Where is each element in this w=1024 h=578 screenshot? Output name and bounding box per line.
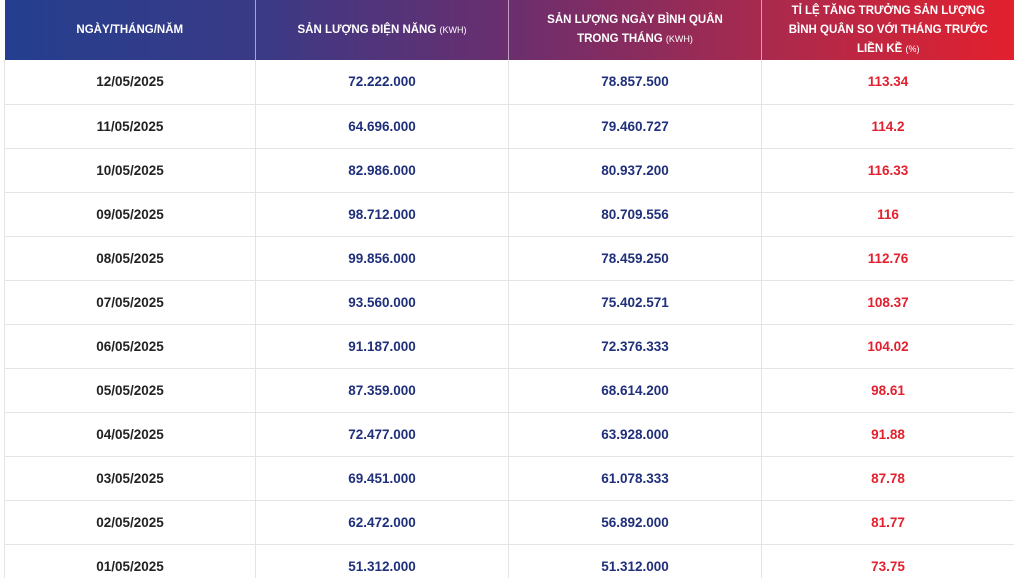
table-row: 09/05/2025 98.712.000 80.709.556 116 — [4, 192, 1014, 237]
cell-growth: 73.75 — [761, 544, 1014, 578]
cell-output: 93.560.000 — [255, 280, 509, 325]
table-row: 03/05/2025 69.451.000 61.078.333 87.78 — [4, 456, 1014, 501]
cell-output: 64.696.000 — [255, 104, 509, 149]
cell-output: 72.477.000 — [255, 412, 509, 457]
cell-growth: 116.33 — [761, 148, 1014, 193]
cell-average: 63.928.000 — [508, 412, 762, 457]
cell-date: 07/05/2025 — [4, 280, 256, 325]
cell-growth: 98.61 — [761, 368, 1014, 413]
cell-average: 78.857.500 — [508, 60, 762, 105]
header-average-label: SẢN LƯỢNG NGÀY BÌNH QUÂN TRONG THÁNG — [547, 14, 723, 45]
cell-date: 01/05/2025 — [4, 544, 256, 578]
table-row: 10/05/2025 82.986.000 80.937.200 116.33 — [4, 148, 1014, 193]
cell-average: 80.937.200 — [508, 148, 762, 193]
header-average: SẢN LƯỢNG NGÀY BÌNH QUÂN TRONG THÁNG (KW… — [508, 0, 762, 60]
cell-growth: 81.77 — [761, 500, 1014, 545]
table-row: 02/05/2025 62.472.000 56.892.000 81.77 — [4, 500, 1014, 545]
header-growth-label: TỈ LỆ TĂNG TRƯỞNG SẢN LƯỢNG BÌNH QUÂN SO… — [788, 4, 988, 55]
header-output-label: SẢN LƯỢNG ĐIỆN NĂNG — [297, 23, 437, 36]
cell-average: 61.078.333 — [508, 456, 762, 501]
cell-average: 75.402.571 — [508, 280, 762, 325]
header-growth-unit: (%) — [905, 43, 920, 54]
cell-date: 09/05/2025 — [4, 192, 256, 237]
table-row: 01/05/2025 51.312.000 51.312.000 73.75 — [4, 544, 1014, 578]
cell-growth: 112.76 — [761, 236, 1014, 281]
cell-date: 12/05/2025 — [4, 60, 256, 105]
cell-output: 69.451.000 — [255, 456, 509, 501]
cell-output: 91.187.000 — [255, 324, 509, 369]
table-row: 06/05/2025 91.187.000 72.376.333 104.02 — [4, 324, 1014, 369]
table-body: 12/05/2025 72.222.000 78.857.500 113.34 11/0… — [4, 60, 1014, 578]
cell-average: 79.460.727 — [508, 104, 762, 149]
cell-growth: 87.78 — [761, 456, 1014, 501]
cell-average: 51.312.000 — [508, 544, 762, 578]
energy-output-table: NGÀY/THÁNG/NĂM SẢN LƯỢNG ĐIỆN NĂNG (KWH)… — [4, 0, 1014, 578]
cell-growth: 91.88 — [761, 412, 1014, 457]
energy-output-table-container: NGÀY/THÁNG/NĂM SẢN LƯỢNG ĐIỆN NĂNG (KWH)… — [4, 0, 1014, 578]
cell-output: 51.312.000 — [255, 544, 509, 578]
table-header-row: NGÀY/THÁNG/NĂM SẢN LƯỢNG ĐIỆN NĂNG (KWH)… — [4, 0, 1015, 60]
cell-date: 05/05/2025 — [4, 368, 256, 413]
cell-average: 68.614.200 — [508, 368, 762, 413]
cell-output: 98.712.000 — [255, 192, 509, 237]
cell-output: 62.472.000 — [255, 500, 509, 545]
cell-output: 82.986.000 — [255, 148, 509, 193]
cell-date: 02/05/2025 — [4, 500, 256, 545]
table-row: 05/05/2025 87.359.000 68.614.200 98.61 — [4, 368, 1014, 413]
table-row: 04/05/2025 72.477.000 63.928.000 91.88 — [4, 412, 1014, 457]
cell-date: 08/05/2025 — [4, 236, 256, 281]
table-header: NGÀY/THÁNG/NĂM SẢN LƯỢNG ĐIỆN NĂNG (KWH)… — [4, 0, 1015, 60]
cell-growth: 108.37 — [761, 280, 1014, 325]
header-date-label: NGÀY/THÁNG/NĂM — [76, 23, 184, 36]
cell-average: 80.709.556 — [508, 192, 762, 237]
cell-output: 87.359.000 — [255, 368, 509, 413]
cell-average: 72.376.333 — [508, 324, 762, 369]
cell-growth: 104.02 — [761, 324, 1014, 369]
table-row: 08/05/2025 99.856.000 78.459.250 112.76 — [4, 236, 1014, 281]
header-date: NGÀY/THÁNG/NĂM — [4, 0, 256, 60]
cell-date: 10/05/2025 — [4, 148, 256, 193]
cell-output: 99.856.000 — [255, 236, 509, 281]
header-output: SẢN LƯỢNG ĐIỆN NĂNG (KWH) — [255, 0, 509, 60]
cell-date: 06/05/2025 — [4, 324, 256, 369]
cell-growth: 114.2 — [761, 104, 1014, 149]
cell-date: 04/05/2025 — [4, 412, 256, 457]
table-row: 12/05/2025 72.222.000 78.857.500 113.34 — [4, 60, 1014, 105]
cell-average: 78.459.250 — [508, 236, 762, 281]
cell-average: 56.892.000 — [508, 500, 762, 545]
cell-output: 72.222.000 — [255, 60, 509, 105]
cell-growth: 113.34 — [761, 60, 1014, 105]
cell-date: 03/05/2025 — [4, 456, 256, 501]
table-row: 11/05/2025 64.696.000 79.460.727 114.2 — [4, 104, 1014, 149]
header-average-unit: (KWH) — [665, 34, 693, 44]
table-row: 07/05/2025 93.560.000 75.402.571 108.37 — [4, 280, 1014, 325]
header-growth: TỈ LỆ TĂNG TRƯỞNG SẢN LƯỢNG BÌNH QUÂN SO… — [762, 0, 1015, 60]
header-output-unit: (KWH) — [439, 24, 467, 35]
cell-growth: 116 — [761, 192, 1014, 237]
cell-date: 11/05/2025 — [4, 104, 256, 149]
